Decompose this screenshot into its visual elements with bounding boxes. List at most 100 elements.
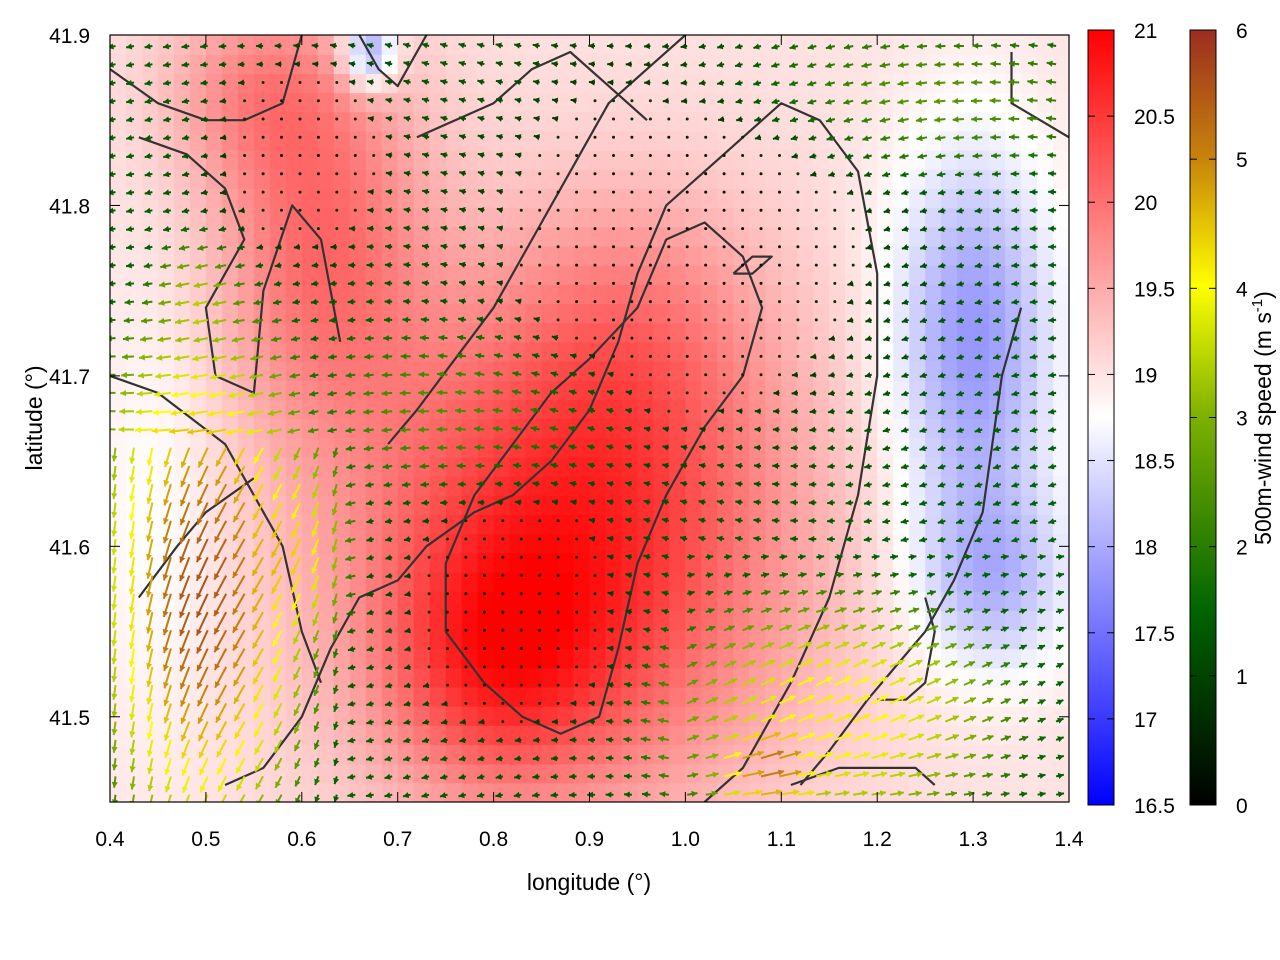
heat-cell (365, 667, 383, 688)
heat-cell (589, 130, 607, 151)
heat-cell (285, 552, 303, 573)
heat-cell (829, 169, 846, 189)
heat-cell (589, 418, 607, 439)
heat-cell (845, 322, 862, 343)
heat-cell (941, 399, 958, 420)
heat-cell (829, 476, 846, 496)
heat-cell (621, 744, 639, 765)
heat-cell (669, 514, 686, 535)
heat-cell (909, 591, 926, 611)
wind-vector (353, 99, 357, 103)
heat-cell (1021, 73, 1038, 94)
heat-cell (285, 111, 303, 132)
heat-cell (669, 245, 686, 266)
heat-cell (637, 35, 655, 55)
heat-cell (1037, 686, 1054, 707)
heat-cell (989, 648, 1006, 669)
heat-cell (301, 150, 319, 170)
heat-cell (461, 265, 479, 285)
heat-cell (349, 629, 367, 650)
heat-cell (605, 380, 623, 400)
heat-cell (461, 73, 479, 94)
heat-cell (941, 35, 958, 55)
heat-cell (701, 725, 718, 746)
heat-cell (509, 322, 527, 343)
heat-cell (253, 667, 271, 688)
heat-cell (557, 610, 575, 631)
heat-cell (701, 706, 718, 726)
heat-cell (1021, 725, 1038, 746)
heat-cell (461, 437, 479, 458)
heat-cell (253, 686, 271, 707)
heat-cell (941, 111, 958, 132)
heat-cell (621, 130, 639, 151)
heat-cell (173, 629, 191, 650)
heat-cell (733, 169, 750, 189)
heat-cell (381, 533, 399, 554)
wind-vector (372, 172, 376, 176)
heat-cell (189, 648, 207, 669)
heat-cell (445, 207, 463, 228)
heat-cell (1053, 322, 1069, 343)
heat-cell (157, 303, 175, 324)
heat-cell (605, 54, 623, 74)
wind-vector (482, 555, 486, 559)
heat-cell (653, 667, 670, 688)
heat-cell (685, 591, 702, 611)
wind-vector (575, 135, 579, 139)
heat-cell (509, 571, 527, 592)
heat-cell (445, 763, 463, 784)
heat-cell (509, 610, 527, 631)
heat-cell (989, 591, 1006, 611)
heat-cell (429, 782, 447, 802)
wind-vector (612, 318, 615, 322)
heat-cell (189, 284, 207, 305)
heat-cell (1053, 265, 1069, 285)
heat-cell (621, 111, 639, 132)
heat-cell (142, 533, 159, 554)
heat-cell (397, 667, 415, 688)
heat-cell (701, 207, 718, 228)
wind-vector (704, 409, 708, 413)
heat-cell (349, 476, 367, 496)
heat-cell (925, 437, 942, 458)
heat-cell (957, 476, 974, 496)
heat-cell (142, 456, 159, 477)
heat-cell (765, 169, 782, 189)
heat-cell (461, 35, 479, 55)
heat-cell (957, 782, 974, 802)
heat-cell (189, 169, 207, 189)
heat-cell (349, 303, 367, 324)
heat-cell (557, 571, 575, 592)
heat-cell (685, 361, 702, 381)
heat-cell (797, 35, 814, 55)
heat-cell (733, 648, 750, 669)
heat-cell (765, 418, 782, 439)
heat-cell (701, 380, 718, 400)
heat-cell (653, 361, 670, 381)
heat-cell (797, 514, 814, 535)
heat-cell (941, 380, 958, 400)
wind-vector (243, 154, 247, 157)
heat-cell (1005, 533, 1022, 554)
heat-cell (733, 341, 750, 362)
heat-cell (509, 284, 527, 305)
heat-cell (941, 456, 958, 477)
heat-cell (285, 284, 303, 305)
heat-cell (813, 418, 830, 439)
heat-cell (349, 399, 367, 420)
heat-cell (973, 150, 990, 170)
wind-vector (556, 665, 560, 669)
wind-vector (630, 263, 634, 267)
heat-cell (957, 571, 974, 592)
wind-vector (593, 555, 597, 559)
heat-cell (301, 495, 319, 515)
heat-cell (797, 226, 814, 247)
heat-cell (237, 284, 255, 305)
heat-cell (605, 399, 623, 420)
heat-cell (317, 552, 335, 573)
heat-cell (573, 341, 591, 362)
heat-cell (126, 35, 143, 55)
heat-cell (909, 495, 926, 515)
heat-cell (957, 92, 974, 113)
